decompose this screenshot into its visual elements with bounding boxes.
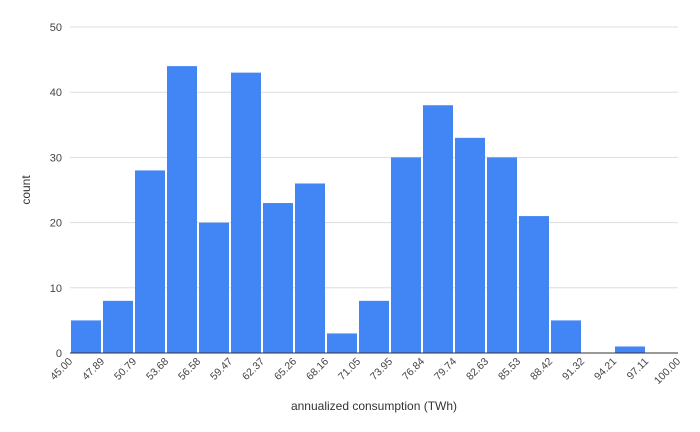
x-axis-title: annualized consumption (TWh) bbox=[291, 399, 457, 413]
y-axis-title: count bbox=[19, 175, 33, 205]
histogram-bar bbox=[615, 346, 645, 353]
histogram-bar bbox=[199, 222, 229, 353]
x-tick-label: 79.74 bbox=[432, 356, 459, 383]
histogram-bar bbox=[359, 300, 389, 353]
x-tick-label: 62.37 bbox=[240, 356, 267, 383]
x-tick-labels: 45.00 47.89 50.79 53.68 56.58 59.47 62.37 65.26… bbox=[48, 356, 683, 387]
histogram-bar bbox=[135, 170, 165, 353]
histogram-bar bbox=[551, 320, 581, 353]
y-tick-label: 20 bbox=[50, 218, 62, 230]
histogram-bar bbox=[103, 300, 133, 353]
x-tick-label: 53.68 bbox=[144, 356, 171, 383]
histogram-bar bbox=[71, 320, 101, 353]
x-tick-label: 71.05 bbox=[336, 356, 363, 383]
y-tick-label: 10 bbox=[50, 283, 62, 295]
bars bbox=[71, 66, 645, 354]
y-tick-label: 40 bbox=[50, 87, 62, 99]
histogram-bar bbox=[519, 216, 549, 353]
y-tick-label: 30 bbox=[50, 152, 62, 164]
y-tick-label: 50 bbox=[50, 22, 62, 34]
x-tick-label: 100.00 bbox=[652, 356, 683, 387]
x-tick-label: 47.89 bbox=[80, 356, 107, 383]
histogram-bar bbox=[295, 183, 325, 353]
histogram-bar bbox=[455, 137, 485, 353]
histogram-bar bbox=[487, 157, 517, 353]
x-tick-label: 88.42 bbox=[528, 356, 555, 383]
x-tick-label: 45.00 bbox=[48, 356, 75, 383]
x-tick-label: 59.47 bbox=[208, 356, 235, 383]
x-tick-label: 65.26 bbox=[272, 356, 299, 383]
x-tick-label: 68.16 bbox=[304, 356, 331, 383]
histogram-bar bbox=[167, 66, 197, 354]
x-tick-label: 73.95 bbox=[368, 356, 395, 383]
x-tick-label: 82.63 bbox=[464, 356, 491, 383]
histogram-bar bbox=[263, 203, 293, 353]
x-tick-label: 97.11 bbox=[625, 356, 652, 383]
y-tick-label: 0 bbox=[56, 348, 62, 360]
x-tick-label: 91.32 bbox=[560, 356, 587, 383]
x-tick-label: 56.58 bbox=[176, 356, 203, 383]
histogram-bar bbox=[391, 157, 421, 353]
x-tick-label: 76.84 bbox=[400, 356, 427, 383]
x-tick-label: 94.21 bbox=[592, 356, 619, 383]
x-tick-label: 50.79 bbox=[112, 356, 139, 383]
x-tick-label: 85.53 bbox=[496, 356, 523, 383]
histogram-bar bbox=[423, 105, 453, 354]
y-tick-labels: 0 10 20 30 40 50 bbox=[50, 22, 62, 360]
histogram-bar bbox=[327, 333, 357, 353]
histogram-bar bbox=[231, 72, 261, 353]
